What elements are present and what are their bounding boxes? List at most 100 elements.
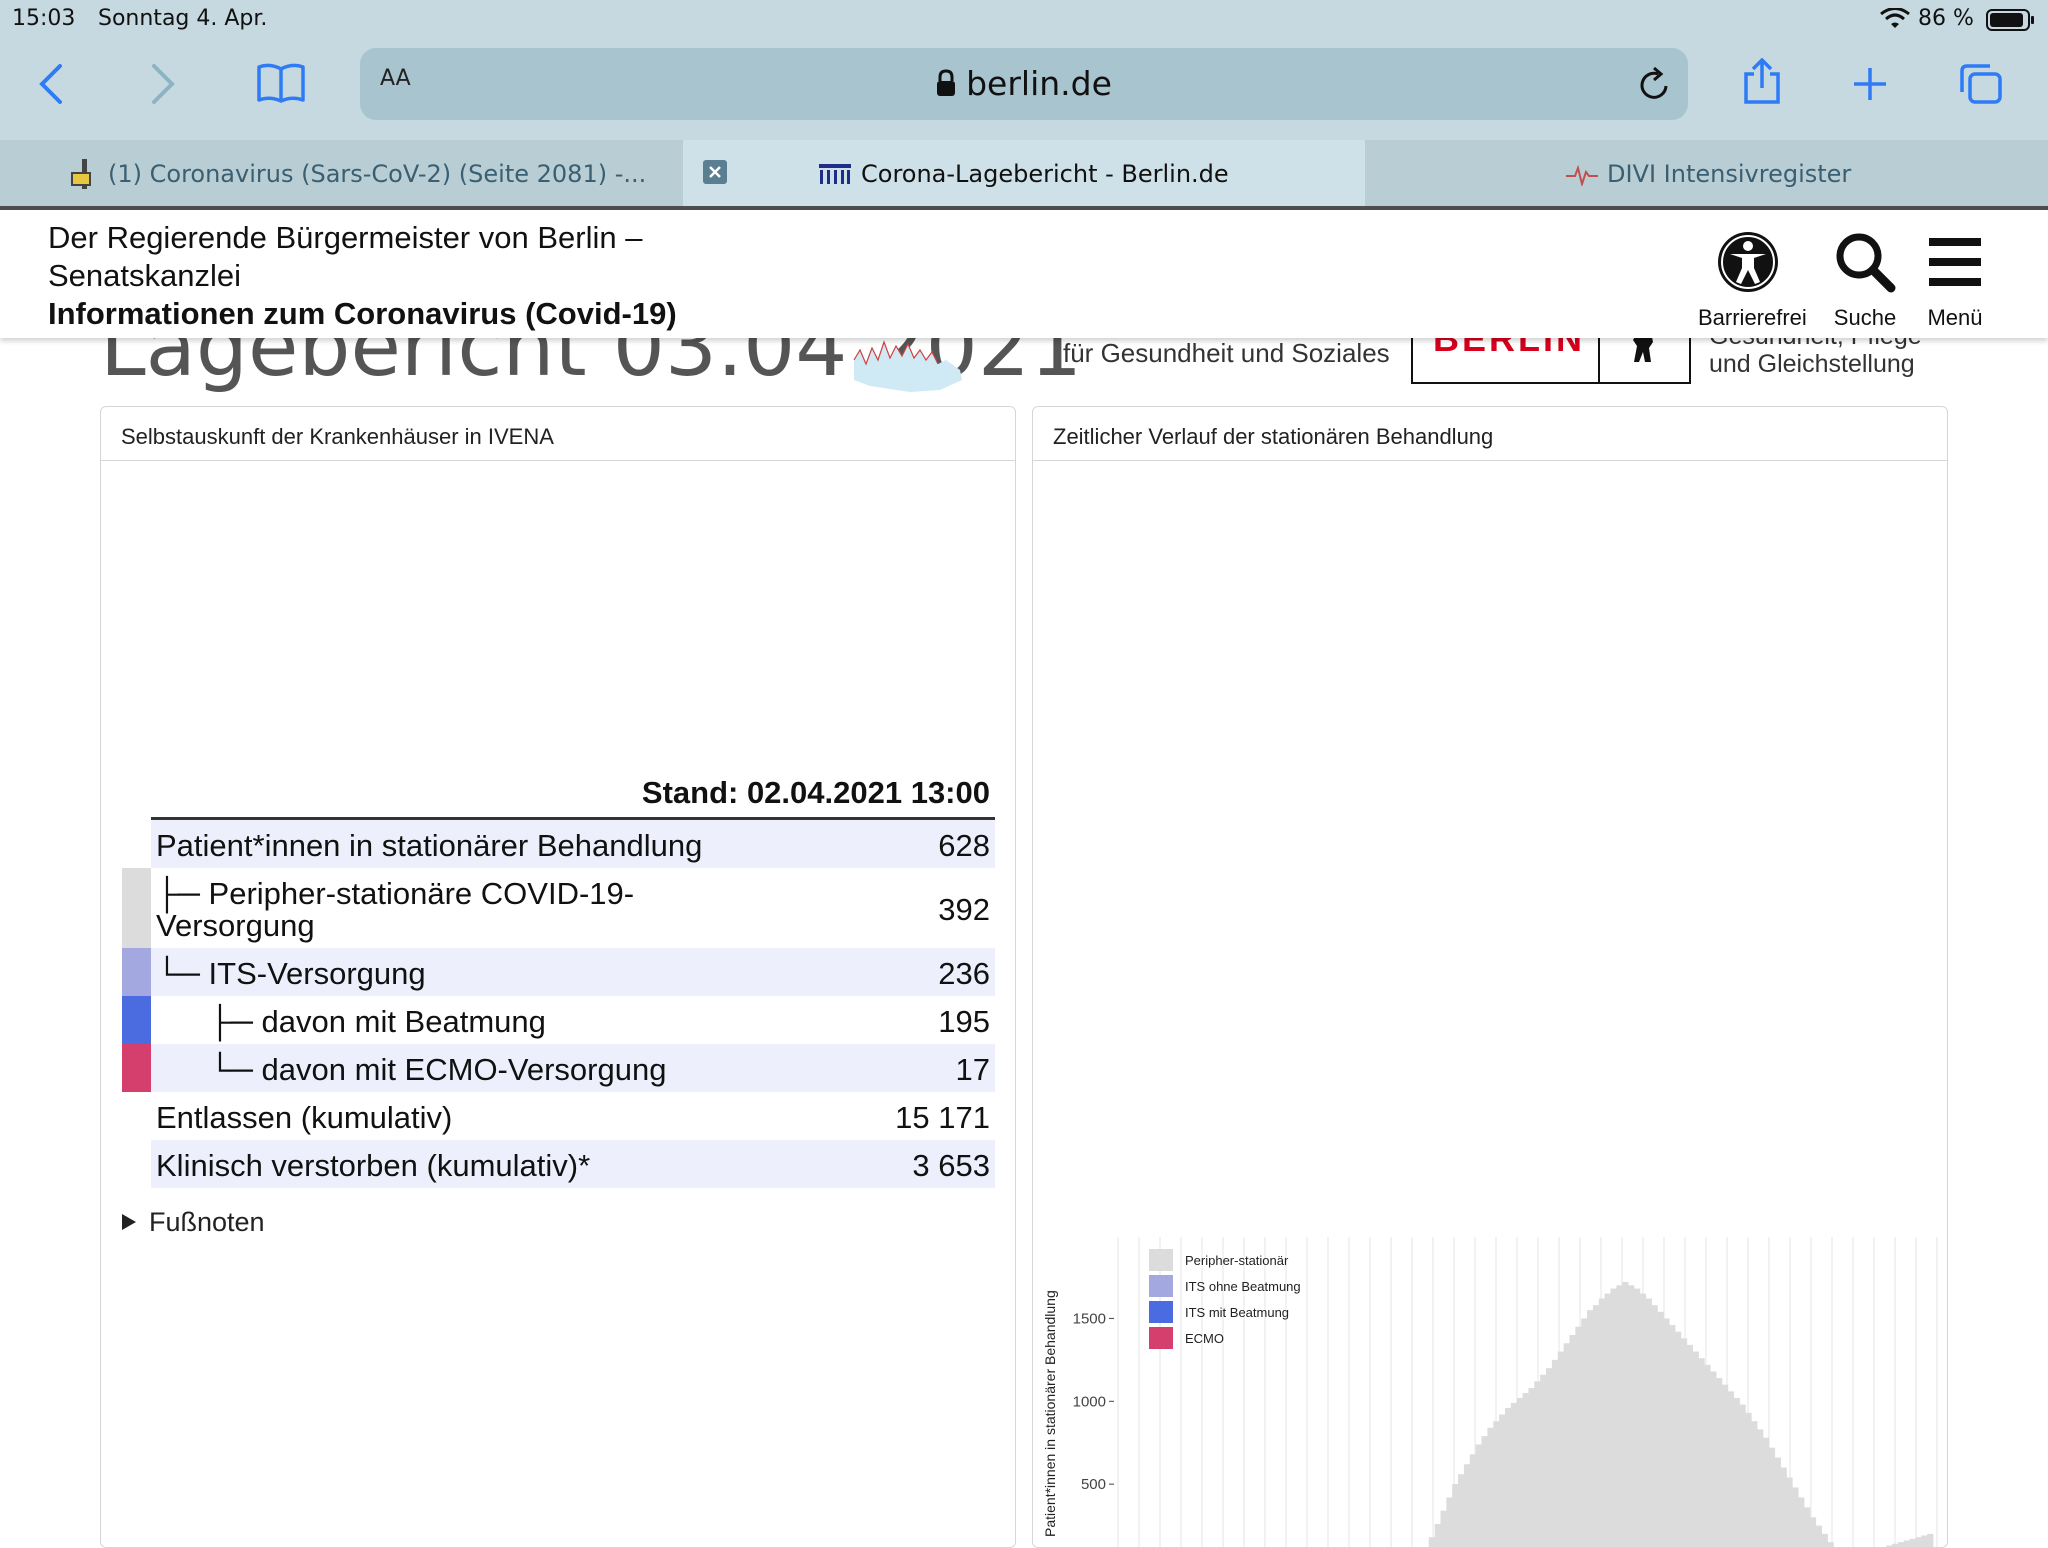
card-title: Selbstauskunft der Krankenhäuser in IVEN… bbox=[121, 424, 554, 449]
area-bar bbox=[1639, 1293, 1647, 1547]
site-header: Der Regierende Bürgermeister von Berlin … bbox=[0, 210, 2048, 338]
area-bar bbox=[1563, 1343, 1570, 1547]
forum-favicon-icon bbox=[70, 157, 92, 197]
berlin-bear-icon bbox=[1625, 326, 1665, 371]
legend-swatch bbox=[1149, 1249, 1173, 1271]
legend-swatch bbox=[1149, 1327, 1173, 1349]
menu-button[interactable]: Menü bbox=[1905, 230, 2005, 331]
status-date: Sonntag 4. Apr. bbox=[98, 6, 268, 31]
area-bar bbox=[1751, 1421, 1758, 1547]
area-bar bbox=[1827, 1542, 1834, 1547]
bookmarks-icon[interactable] bbox=[256, 62, 306, 108]
area-bar bbox=[1522, 1393, 1529, 1547]
area-bar bbox=[1727, 1391, 1735, 1547]
area-bar bbox=[1891, 1543, 1899, 1547]
reload-icon[interactable] bbox=[1636, 64, 1672, 109]
area-bar bbox=[1446, 1497, 1453, 1547]
table-row: └─ davon mit ECMO-Versorgung 17 bbox=[151, 1044, 995, 1092]
area-bar bbox=[1633, 1288, 1641, 1547]
area-bar bbox=[1739, 1404, 1746, 1547]
area-bar bbox=[1698, 1358, 1705, 1547]
area-bar bbox=[1657, 1311, 1664, 1547]
area-bar bbox=[1551, 1359, 1559, 1547]
area-bar bbox=[1704, 1364, 1711, 1547]
area-bar bbox=[1909, 1538, 1916, 1547]
accessibility-button[interactable]: Barrierefrei bbox=[1698, 230, 1807, 331]
area-bar bbox=[1757, 1429, 1764, 1547]
area-bar bbox=[1604, 1293, 1611, 1547]
area-bar bbox=[1581, 1318, 1588, 1547]
its-ohne-swatch bbox=[122, 948, 151, 996]
area-bar bbox=[1768, 1447, 1776, 1547]
table-row: ├─ Peripher-stationäre COVID-19- Versorg… bbox=[156, 876, 990, 943]
area-bar bbox=[1809, 1517, 1817, 1547]
area-bar bbox=[1598, 1298, 1606, 1547]
tabs-icon[interactable] bbox=[1958, 62, 2004, 110]
toolbar-divider bbox=[0, 206, 2048, 210]
mini-chart-thumbnail bbox=[850, 320, 970, 395]
table-top-rule bbox=[151, 817, 995, 820]
battery-percent: 86 % bbox=[1918, 6, 1974, 31]
tab-coronavirus-forum[interactable]: (1) Coronavirus (Sars-CoV-2) (Seite 2081… bbox=[0, 140, 683, 206]
close-tab-icon[interactable] bbox=[703, 160, 727, 190]
area-bar bbox=[1815, 1525, 1822, 1547]
area-bar bbox=[1915, 1537, 1922, 1547]
area-bar bbox=[1592, 1305, 1600, 1547]
disclosure-triangle-icon bbox=[121, 1207, 137, 1238]
area-bar bbox=[1716, 1378, 1723, 1547]
y-tick-label: 1000 bbox=[1073, 1393, 1106, 1410]
area-bar bbox=[1886, 1545, 1893, 1547]
table-row: Entlassen (kumulativ) 15 171 bbox=[156, 1100, 990, 1135]
accessibility-label: Barrierefrei bbox=[1698, 305, 1807, 330]
legend-label: ITS mit Beatmung bbox=[1185, 1305, 1289, 1320]
area-bar bbox=[1645, 1298, 1652, 1547]
tab-corona-lagebericht[interactable]: Corona-Lagebericht - Berlin.de bbox=[683, 140, 1365, 206]
battery-icon bbox=[1986, 8, 2036, 37]
area-bar bbox=[1628, 1285, 1635, 1547]
share-icon[interactable] bbox=[1742, 57, 1782, 110]
area-bar bbox=[1921, 1535, 1928, 1547]
table-row: Klinisch verstorben (kumulativ)* 3 653 bbox=[151, 1140, 995, 1188]
area-bar bbox=[1710, 1371, 1717, 1547]
status-time: 15:03 bbox=[12, 6, 76, 31]
tab-label: DIVI Intensivregister bbox=[1607, 160, 1852, 188]
hospital-status-card: Selbstauskunft der Krankenhäuser in IVEN… bbox=[100, 406, 1016, 1548]
card-title: Zeitlicher Verlauf der stationären Behan… bbox=[1053, 424, 1494, 449]
search-label: Suche bbox=[1833, 305, 1897, 330]
tab-divi-intensivregister[interactable]: DIVI Intensivregister bbox=[1365, 140, 2048, 206]
back-icon[interactable] bbox=[38, 62, 64, 110]
search-button[interactable]: Suche bbox=[1815, 230, 1915, 331]
area-bar bbox=[1897, 1542, 1905, 1547]
department-line: für Gesundheit und Soziales bbox=[1063, 338, 1390, 368]
senat-line-2: und Gleichstellung bbox=[1709, 350, 1915, 378]
area-bar bbox=[1458, 1474, 1465, 1547]
header-line-1: Der Regierende Bürgermeister von Berlin … bbox=[48, 220, 643, 255]
footnotes-toggle[interactable]: Fußnoten bbox=[121, 1207, 265, 1238]
pulse-icon bbox=[1565, 164, 1599, 192]
table-row: ├─ davon mit Beatmung 195 bbox=[209, 1004, 990, 1039]
reader-icon[interactable]: AA bbox=[380, 66, 411, 91]
forward-icon[interactable] bbox=[150, 62, 176, 110]
area-bar bbox=[1721, 1384, 1729, 1547]
area-bar bbox=[1616, 1285, 1623, 1547]
browser-chrome: 15:03 Sonntag 4. Apr. 86 % AA berlin.de bbox=[0, 0, 2048, 140]
header-line-3[interactable]: Informationen zum Coronavirus (Covid-19) bbox=[48, 296, 677, 331]
wifi-icon bbox=[1880, 7, 1910, 35]
area-bar bbox=[1469, 1454, 1477, 1547]
hospitalization-chart: 1500 1000 500 Patient*innen in stationärer … bbox=[1042, 1237, 1938, 1547]
area-bar bbox=[1774, 1457, 1781, 1547]
area-bar bbox=[1675, 1331, 1682, 1547]
address-bar[interactable]: AA berlin.de bbox=[360, 48, 1688, 120]
new-tab-icon[interactable] bbox=[1852, 66, 1888, 106]
area-bar bbox=[1745, 1412, 1752, 1547]
area-bar bbox=[1651, 1305, 1658, 1547]
menu-label: Menü bbox=[1927, 305, 1983, 330]
area-bar bbox=[1610, 1288, 1617, 1547]
ecmo-swatch bbox=[122, 1044, 151, 1092]
area-bar bbox=[1780, 1467, 1787, 1547]
peripher-swatch bbox=[122, 868, 151, 948]
its-mit-swatch bbox=[122, 996, 151, 1044]
area-bar bbox=[1786, 1477, 1793, 1547]
legend-label: Peripher-stationär bbox=[1185, 1253, 1289, 1268]
brandenburg-gate-icon bbox=[818, 162, 852, 192]
